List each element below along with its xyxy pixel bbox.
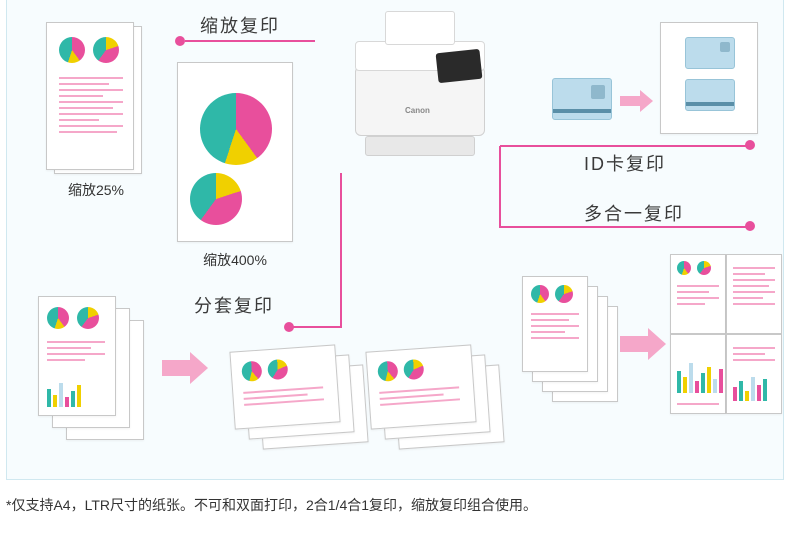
pie-icon: [267, 359, 288, 380]
bars-icon: [47, 383, 81, 407]
pie-icon: [677, 261, 691, 275]
multi-output-q2: [726, 254, 782, 334]
pie-icon: [47, 307, 69, 329]
connector-line: [185, 40, 315, 42]
arrow-icon: [620, 328, 666, 360]
printer-panel: [436, 49, 483, 83]
pie-icon: [241, 361, 262, 382]
zoom-25-label: 缩放25%: [56, 180, 136, 200]
connector-dot: [284, 322, 294, 332]
printer-feeder: [385, 11, 455, 45]
bars-icon: [677, 363, 723, 393]
pie-icon: [531, 285, 549, 303]
bars-icon: [733, 377, 767, 401]
connector-line: [500, 145, 750, 147]
collate-output-doc: [229, 344, 340, 429]
id-output-doc: [660, 22, 758, 134]
doc-25pct-front: [46, 22, 134, 170]
text-lines-icon: [47, 337, 105, 365]
pie-icon: [377, 361, 398, 382]
printer-logo: Canon: [405, 106, 430, 115]
id-magstripe: [553, 109, 611, 113]
arrow-icon: [620, 90, 653, 112]
id-card-front: [685, 37, 735, 69]
pie-icon: [697, 261, 711, 275]
text-lines-icon: [243, 382, 324, 410]
connector-line: [290, 326, 342, 328]
pie-icon: [403, 359, 424, 380]
pie-icon: [190, 173, 242, 225]
text-lines-icon: [531, 309, 579, 343]
footnote-text: *仅支持A4，LTR尺寸的纸张。不可和双面打印，2合1/4合1复印，缩放复印组合…: [6, 495, 537, 515]
pie-icon: [200, 93, 272, 165]
id-magstripe: [686, 102, 734, 106]
printer-tray: [365, 136, 475, 156]
id-card-front: [552, 78, 612, 120]
collate-input-doc: [38, 296, 116, 416]
text-lines-icon: [379, 382, 460, 410]
multi-output-q4: [726, 334, 782, 414]
connector-dot: [745, 221, 755, 231]
connector-line: [499, 226, 750, 228]
multi-output-q1: [670, 254, 726, 334]
text-lines-icon: [677, 281, 719, 309]
connector-line: [499, 146, 501, 228]
multi-copy-label: 多合一复印: [584, 200, 684, 226]
arrow-icon: [162, 352, 208, 384]
collate-output-doc: [365, 344, 476, 429]
text-lines-icon: [59, 73, 123, 137]
pie-icon: [59, 37, 85, 63]
connector-line: [340, 173, 342, 328]
connector-dot: [745, 140, 755, 150]
zoom-copy-dot: [175, 36, 185, 46]
pie-icon: [77, 307, 99, 329]
collate-copy-label: 分套复印: [194, 292, 274, 318]
pie-icon: [555, 285, 573, 303]
multi-output-q3: [670, 334, 726, 414]
text-lines-icon: [733, 263, 775, 309]
text-lines-icon: [677, 399, 719, 409]
multi-input-doc: [522, 276, 588, 372]
id-card-back: [685, 79, 735, 111]
doc-400pct: [177, 62, 293, 242]
printer-illustration: Canon: [345, 6, 495, 166]
text-lines-icon: [733, 343, 775, 365]
id-photo-icon: [591, 85, 605, 99]
id-copy-label: ID卡复印: [584, 150, 666, 176]
pie-icon: [93, 37, 119, 63]
zoom-copy-label: 缩放复印: [200, 12, 280, 38]
id-photo-icon: [720, 42, 730, 52]
zoom-400-label: 缩放400%: [195, 250, 275, 270]
